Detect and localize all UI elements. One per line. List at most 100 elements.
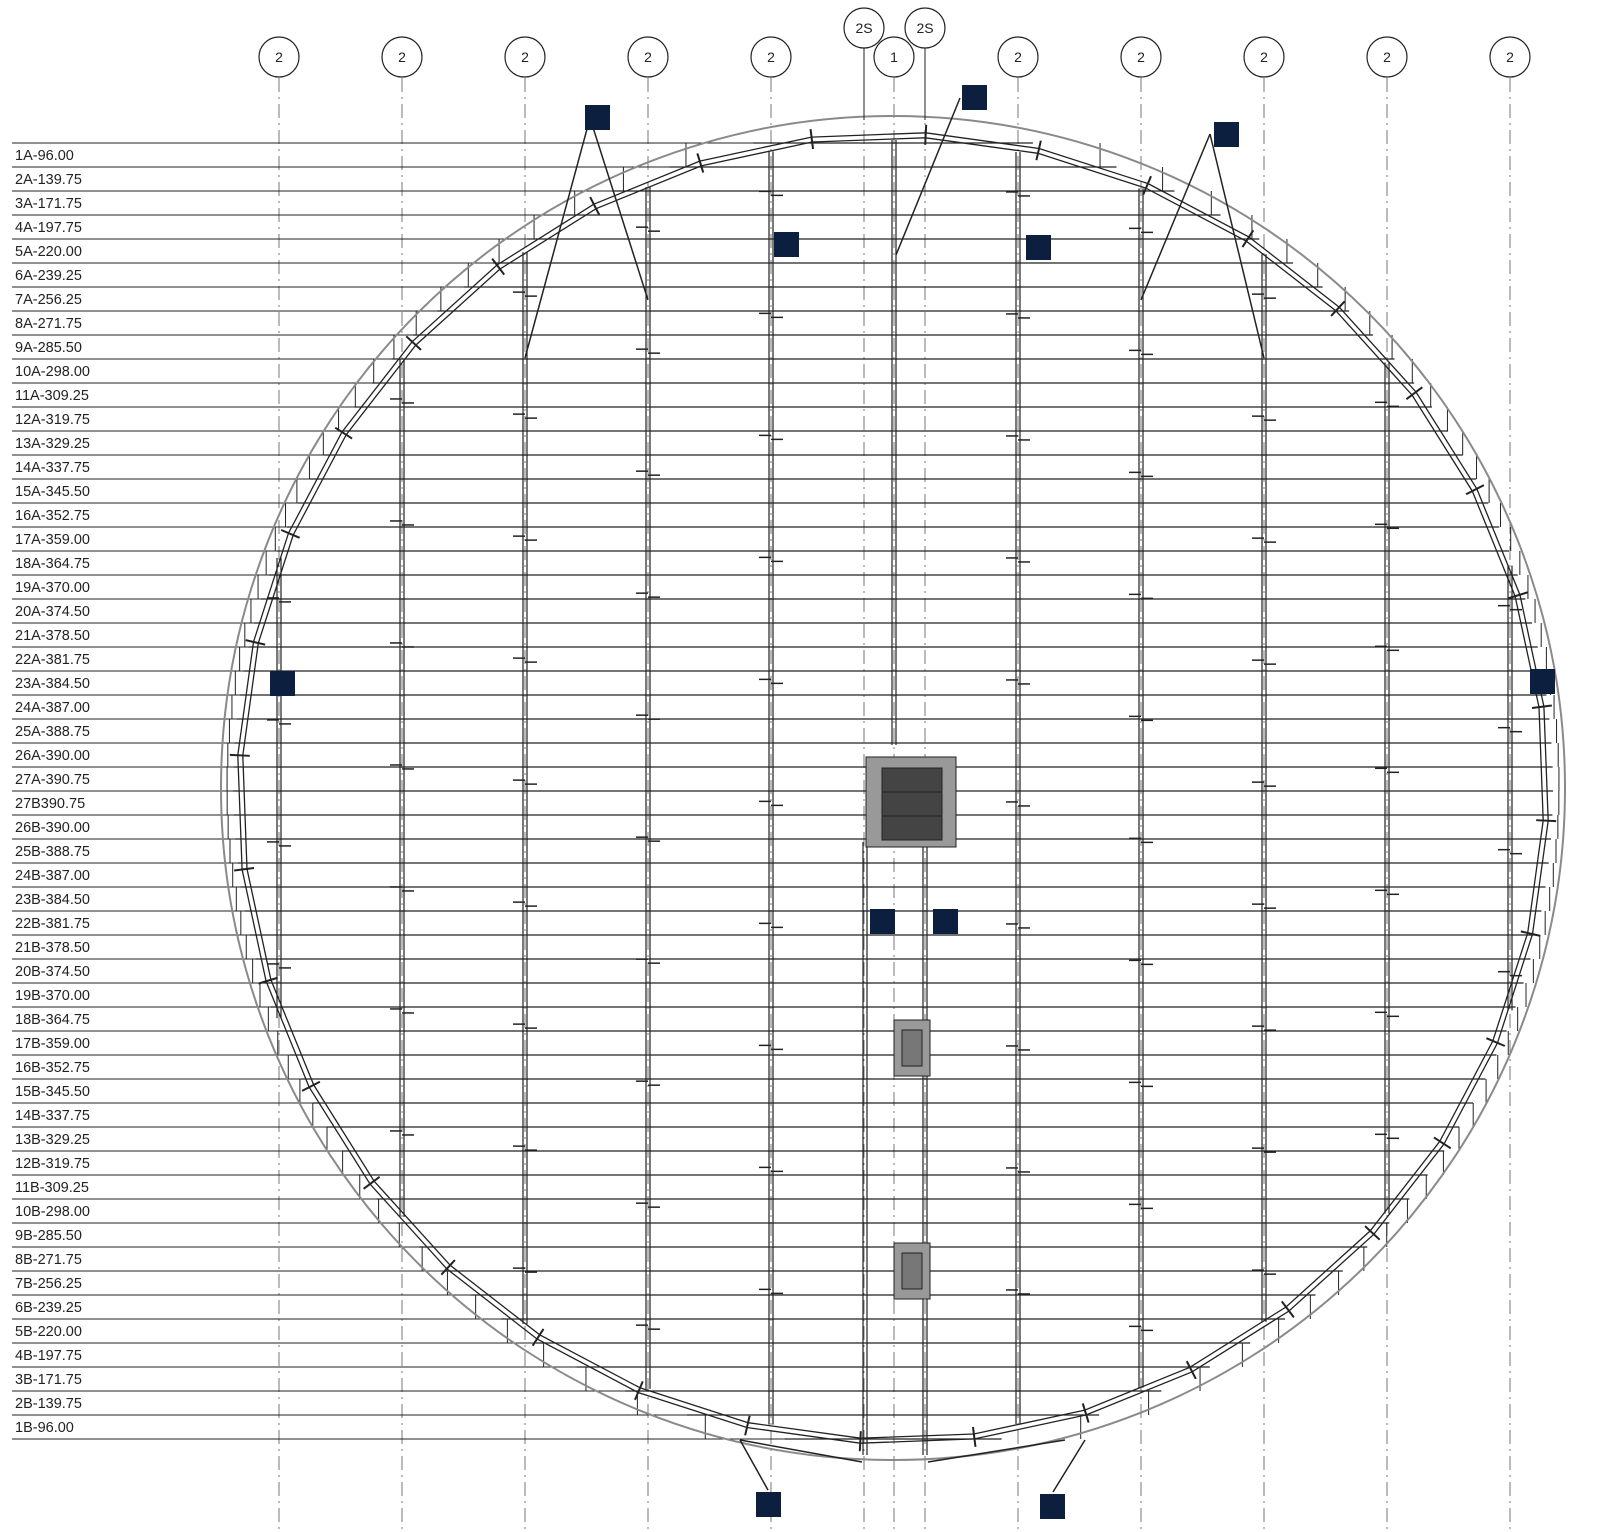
center-column-assembly (865, 756, 957, 1300)
row-label: 6B-239.25 (15, 1300, 82, 1316)
row-label: 2B-139.75 (15, 1396, 82, 1412)
shell-splice-mark (234, 866, 255, 872)
shell-splice-mark (301, 1080, 321, 1092)
row-label: 14B-337.75 (15, 1108, 90, 1124)
shell-splice-mark (1486, 1037, 1506, 1047)
row-label: 2A-139.75 (15, 172, 82, 188)
rafter-lines (267, 97, 1522, 1493)
shell-splice-mark (1465, 484, 1485, 496)
row-label: 22B-381.75 (15, 916, 90, 932)
brace-line (739, 1439, 863, 1463)
row-label: 9A-285.50 (15, 340, 82, 356)
row-label: 25A-388.75 (15, 724, 90, 740)
row-label: 17B-359.00 (15, 1036, 90, 1052)
sump-pad-inner (901, 1252, 923, 1290)
shell-splice-mark (1364, 1225, 1381, 1241)
row-label: 26A-390.00 (15, 748, 90, 764)
brace-line (739, 1439, 769, 1491)
row-label-column: 1A-96.00 2A-139.75 3A-171.75 4A-197.75 5A-22… (15, 148, 90, 1436)
column-grid-bubbles: 2 2 2 2 2 2S 1 2S 2 2 2 2 2 (258, 7, 1531, 120)
support-block (870, 909, 895, 934)
column-bubble-label: 2 (521, 49, 529, 65)
column-bubble (381, 36, 423, 78)
column-bubble-label: 2 (767, 49, 775, 65)
column-bubble (1120, 36, 1162, 78)
row-label: 13B-329.25 (15, 1132, 90, 1148)
column-bubble (627, 36, 669, 78)
column-bubble-label: 2S (855, 20, 872, 36)
column-bubble-label: 2 (398, 49, 406, 65)
shell-splice-mark (1405, 386, 1423, 401)
row-label: 15B-345.50 (15, 1084, 90, 1100)
shell-splice-mark (971, 1426, 977, 1447)
shell-splice-mark (809, 129, 815, 150)
row-label: 21B-378.50 (15, 940, 90, 956)
shell-splice-mark (589, 196, 601, 216)
support-block (962, 85, 987, 110)
row-label: 5A-220.00 (15, 244, 82, 260)
column-bubble (750, 36, 792, 78)
row-label: 5B-220.00 (15, 1324, 82, 1340)
support-block (1040, 1494, 1065, 1519)
row-label: 8A-271.75 (15, 316, 82, 332)
support-block (270, 671, 295, 696)
row-label: 27A-390.75 (15, 772, 90, 788)
shell-splice-mark (1520, 930, 1541, 937)
shell-splice-mark (1081, 1403, 1090, 1423)
center-sump-core (881, 767, 943, 841)
row-label: 18A-364.75 (15, 556, 90, 572)
row-label: 1A-96.00 (15, 148, 74, 164)
row-label: 20B-374.50 (15, 964, 90, 980)
column-bubble-label: 2 (1137, 49, 1145, 65)
support-block (1026, 235, 1051, 260)
row-label: 17A-359.00 (15, 532, 90, 548)
sump-pad-inner (901, 1029, 923, 1067)
shell-splice-mark (1241, 229, 1255, 248)
row-label: 3B-171.75 (15, 1372, 82, 1388)
shell-splice-mark (1508, 591, 1528, 600)
row-label: 26B-390.00 (15, 820, 90, 836)
row-label: 25B-388.75 (15, 844, 90, 860)
shell-splice-mark (634, 1381, 644, 1401)
row-label: 4B-197.75 (15, 1348, 82, 1364)
support-blocks (270, 85, 1555, 1519)
shell-splice-mark (491, 258, 506, 276)
support-block (933, 909, 958, 934)
shell-splice-mark (744, 1415, 751, 1436)
brace-line (927, 1439, 1066, 1463)
row-label: 19B-370.00 (15, 988, 90, 1004)
shell-splice-mark (531, 1328, 545, 1347)
shell-ring-segment (242, 137, 1544, 1439)
column-bubble (1489, 36, 1531, 78)
column-bubble-label: 2S (916, 20, 933, 36)
column-bubble-label: 2 (644, 49, 652, 65)
column-bubble-label: 2 (1260, 49, 1268, 65)
shell-splice-mark (440, 1259, 456, 1276)
row-label: 1B-96.00 (15, 1420, 74, 1436)
floor-plate-rows (12, 142, 1560, 1440)
row-label: 12B-319.75 (15, 1156, 90, 1172)
column-bubble (258, 36, 300, 78)
shell-splice-mark (1035, 140, 1042, 161)
row-label: 10A-298.00 (15, 364, 90, 380)
shell-splice-mark (1531, 704, 1552, 710)
row-label: 6A-239.25 (15, 268, 82, 284)
support-block (1214, 122, 1239, 147)
support-block (756, 1492, 781, 1517)
shell-splice-mark (1280, 1300, 1295, 1318)
shell-splice-mark (280, 529, 300, 539)
shell-splice-mark (363, 1175, 381, 1190)
brace-line (1052, 1439, 1086, 1493)
brace-line (524, 117, 591, 359)
shell-splice-mark (229, 753, 250, 757)
tank-shell-outer-circle (220, 115, 1566, 1461)
brace-line (589, 117, 649, 301)
column-bubble (873, 36, 915, 78)
row-label: 7B-256.25 (15, 1276, 82, 1292)
row-label: 23A-384.50 (15, 676, 90, 692)
row-label: 11B-309.25 (15, 1180, 89, 1196)
support-block (1530, 669, 1555, 694)
row-label: 24A-387.00 (15, 700, 90, 716)
shell-splice-mark (1185, 1360, 1197, 1380)
column-bubble (997, 36, 1039, 78)
